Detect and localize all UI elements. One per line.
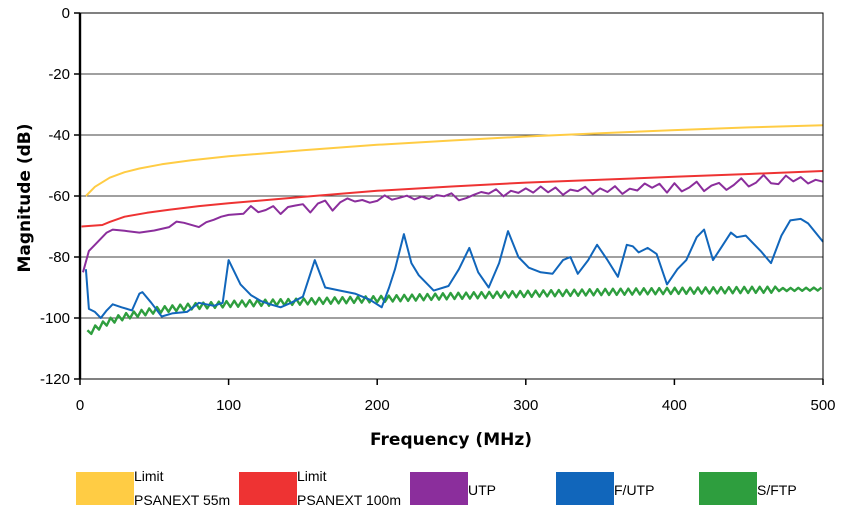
y-tick-label-3: -60 [48, 188, 70, 205]
legend-swatch [239, 472, 297, 505]
chart-legend: Limit PSANEXT 55m Limit PSANEXT 100m UTP F/UT… [0, 452, 843, 516]
x-axis-title: Frequency (MHz) [370, 430, 532, 450]
y-tick-label-5: -100 [40, 310, 70, 327]
x-tick-label-3: 300 [513, 397, 538, 414]
legend-label-line: PSANEXT 100m [297, 492, 402, 508]
legend-swatch [76, 472, 134, 505]
legend-label: S/FTP [757, 478, 797, 502]
legend-label-line: F/UTP [614, 482, 655, 498]
legend-swatch [556, 472, 614, 505]
x-tick-label-2: 200 [365, 397, 390, 414]
legend-label-line: Limit [134, 468, 164, 484]
x-tick-label-5: 500 [810, 397, 835, 414]
y-tick-label-0: 0 [62, 5, 70, 22]
grid-lines [80, 12, 823, 380]
legend-label-line: Limit [297, 468, 327, 484]
x-tick-label-1: 100 [216, 397, 241, 414]
x-axis-ticks: 0 100 200 300 400 500 [76, 379, 836, 414]
legend-label: F/UTP [614, 478, 654, 502]
legend-label-line: UTP [468, 482, 496, 498]
y-tick-label-2: -40 [48, 127, 70, 144]
legend-label-line: S/FTP [757, 482, 797, 498]
legend-swatch [699, 472, 757, 505]
series-line-s-ftp [86, 285, 823, 336]
legend-label: Limit PSANEXT 55m [134, 464, 230, 512]
x-tick-label-0: 0 [76, 397, 84, 414]
series-line-limit-psanext-55m [85, 124, 824, 197]
series-layer [81, 124, 824, 336]
y-tick-label-4: -80 [48, 249, 70, 266]
x-tick-label-4: 400 [662, 397, 687, 414]
legend-label: Limit PSANEXT 100m [297, 464, 401, 512]
series-line-limit-psanext-100m [81, 170, 824, 228]
legend-label-line: PSANEXT 55m [134, 492, 231, 508]
y-axis-title: Magnitude (dB) [15, 124, 35, 273]
series-line-f-utp [84, 217, 824, 319]
y-axis-ticks: 0 -20 -40 -60 -80 -100 -120 [40, 5, 80, 388]
y-tick-label-6: -120 [40, 371, 70, 388]
series-line-utp [82, 174, 824, 273]
legend-label: UTP [468, 478, 496, 502]
y-tick-label-1: -20 [48, 66, 70, 83]
chart-svg: 0 -20 -40 -60 -80 -100 -120 0 100 200 300 400 500 F… [15, 5, 836, 450]
legend-swatch [410, 472, 468, 505]
